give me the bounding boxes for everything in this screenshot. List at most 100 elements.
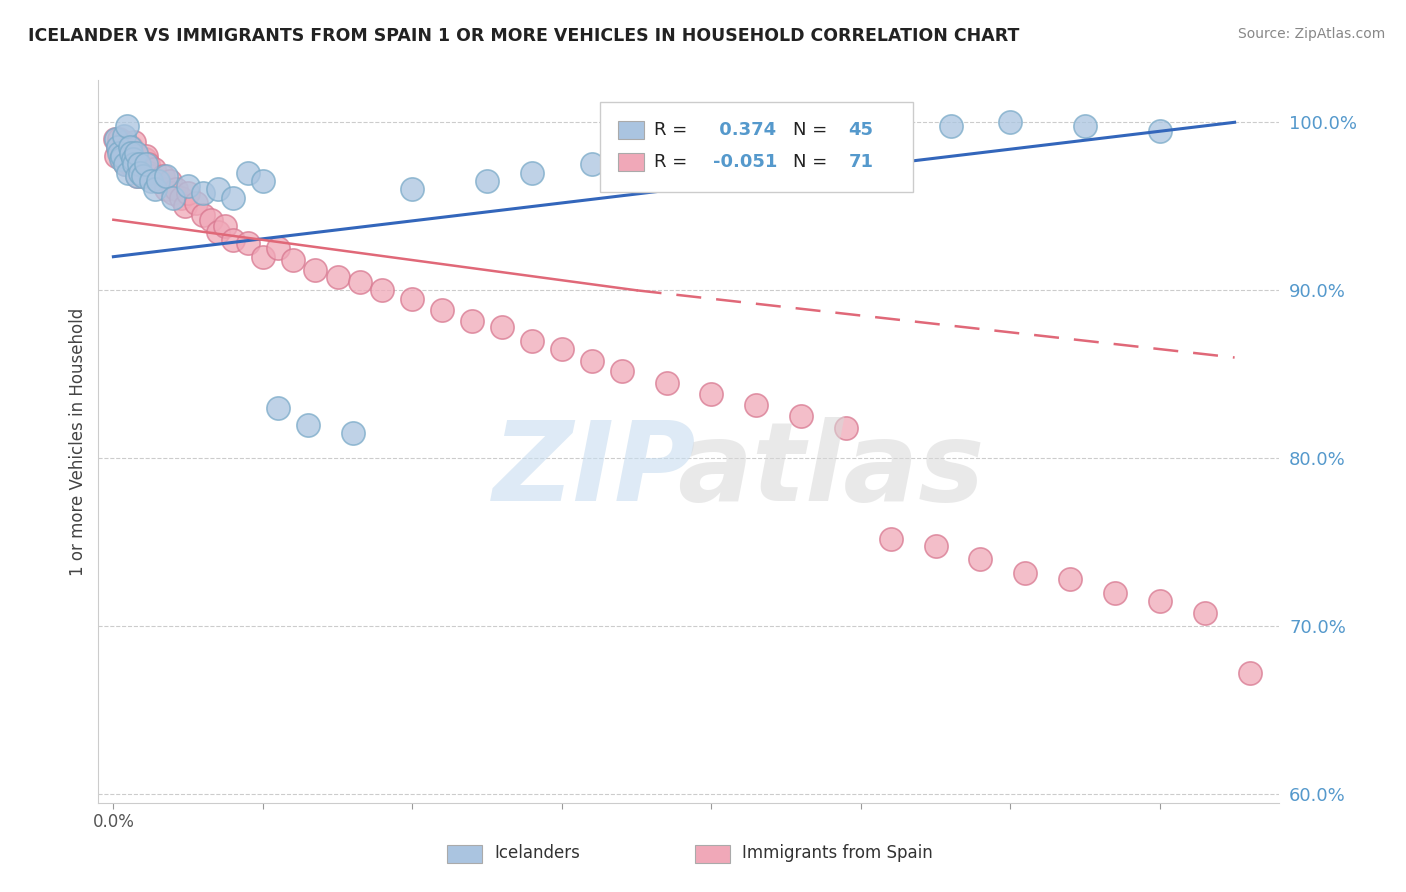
Point	[1000, 115, 1022, 129]
Point	[222, 233, 245, 247]
Point	[139, 174, 162, 188]
Point	[138, 166, 160, 180]
Point	[118, 157, 141, 171]
Point	[461, 313, 484, 327]
Y-axis label: 1 or more Vehicles in Household: 1 or more Vehicles in Household	[69, 308, 87, 575]
Text: R =: R =	[654, 121, 686, 139]
Point	[1074, 119, 1097, 133]
Point	[551, 342, 574, 356]
Point	[118, 140, 141, 154]
Point	[207, 225, 229, 239]
Point	[104, 132, 127, 146]
Point	[142, 162, 165, 177]
Point	[124, 157, 146, 171]
Text: Source: ZipAtlas.com: Source: ZipAtlas.com	[1237, 27, 1385, 41]
FancyBboxPatch shape	[447, 845, 482, 863]
Point	[125, 149, 148, 163]
Point	[432, 303, 454, 318]
Text: Icelanders: Icelanders	[494, 845, 579, 863]
Text: ZIP: ZIP	[492, 417, 696, 524]
Point	[700, 387, 723, 401]
Point	[152, 169, 174, 183]
Point	[128, 153, 150, 167]
Point	[136, 157, 159, 171]
Point	[610, 364, 633, 378]
Point	[1149, 594, 1171, 608]
Point	[177, 179, 200, 194]
Point	[184, 196, 207, 211]
Point	[520, 334, 543, 348]
Point	[880, 124, 903, 138]
Text: N =: N =	[793, 121, 827, 139]
Point	[127, 169, 149, 183]
Point	[121, 153, 143, 167]
Point	[222, 191, 245, 205]
Text: 0.374: 0.374	[713, 121, 776, 139]
Point	[267, 401, 290, 415]
Point	[790, 409, 813, 424]
Point	[1014, 566, 1036, 580]
Point	[281, 253, 304, 268]
Point	[520, 166, 543, 180]
Point	[112, 136, 135, 150]
Point	[143, 182, 166, 196]
Point	[207, 182, 229, 196]
Point	[401, 292, 423, 306]
Text: Immigrants from Spain: Immigrants from Spain	[742, 845, 932, 863]
Point	[162, 186, 184, 200]
Point	[191, 186, 214, 200]
Point	[105, 149, 128, 163]
Point	[108, 145, 131, 160]
Text: N =: N =	[793, 153, 827, 171]
Point	[969, 552, 991, 566]
Point	[581, 157, 603, 171]
Point	[880, 532, 903, 546]
Point	[1149, 124, 1171, 138]
Point	[174, 199, 197, 213]
Point	[115, 119, 138, 133]
Point	[132, 169, 155, 183]
Point	[252, 174, 274, 188]
Point	[730, 140, 752, 154]
Point	[297, 417, 319, 432]
Point	[491, 320, 513, 334]
Point	[236, 166, 259, 180]
Point	[371, 283, 394, 297]
Point	[745, 398, 768, 412]
Point	[112, 128, 135, 143]
FancyBboxPatch shape	[619, 153, 644, 170]
Point	[107, 140, 129, 154]
Point	[191, 208, 214, 222]
Point	[134, 153, 156, 167]
Point	[326, 269, 349, 284]
Point	[115, 140, 138, 154]
Point	[236, 236, 259, 251]
Text: R =: R =	[654, 153, 686, 171]
Point	[135, 157, 157, 171]
Text: -0.051: -0.051	[713, 153, 778, 171]
Point	[114, 157, 136, 171]
Point	[820, 132, 842, 146]
Point	[155, 169, 177, 183]
Point	[117, 149, 139, 163]
Point	[1104, 586, 1126, 600]
Point	[671, 153, 693, 167]
Point	[159, 174, 181, 188]
Point	[924, 539, 946, 553]
Point	[267, 241, 290, 255]
Point	[1239, 666, 1261, 681]
FancyBboxPatch shape	[600, 102, 914, 193]
Point	[349, 275, 371, 289]
Point	[107, 140, 129, 154]
Point	[105, 132, 128, 146]
Point	[1059, 572, 1081, 586]
Point	[110, 145, 132, 160]
Point	[139, 169, 162, 183]
Point	[835, 421, 858, 435]
Point	[128, 157, 150, 171]
Point	[120, 140, 142, 154]
Point	[110, 153, 132, 167]
Point	[129, 162, 152, 177]
Point	[169, 191, 191, 205]
Point	[148, 174, 170, 188]
